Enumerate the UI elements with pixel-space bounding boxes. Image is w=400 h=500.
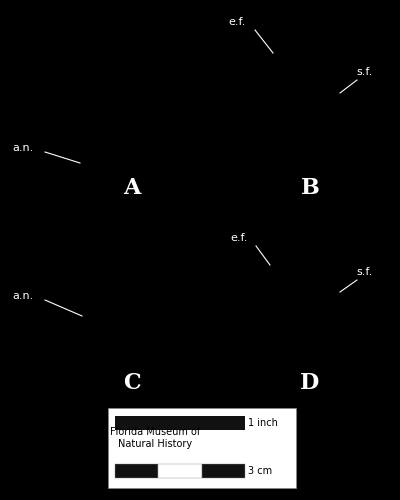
Text: B: B [300, 177, 320, 199]
Bar [158, 464, 202, 478]
Bar [115, 464, 158, 478]
Text: D: D [300, 372, 320, 394]
Text: s.f.: s.f. [356, 267, 372, 277]
Text: e.f.: e.f. [228, 17, 245, 27]
Text: C: C [123, 372, 141, 394]
Bar [115, 416, 245, 430]
Text: Florida Museum of
Natural History: Florida Museum of Natural History [110, 427, 200, 449]
Text: s.f.: s.f. [356, 67, 372, 77]
Text: e.f.: e.f. [230, 233, 247, 243]
Text: a.n.: a.n. [12, 143, 33, 153]
Text: A: A [123, 177, 141, 199]
Text: a.n.: a.n. [12, 291, 33, 301]
Bar [108, 408, 296, 488]
Text: 1 inch: 1 inch [248, 418, 278, 428]
Bar [202, 464, 245, 478]
Text: 3 cm: 3 cm [248, 466, 272, 476]
